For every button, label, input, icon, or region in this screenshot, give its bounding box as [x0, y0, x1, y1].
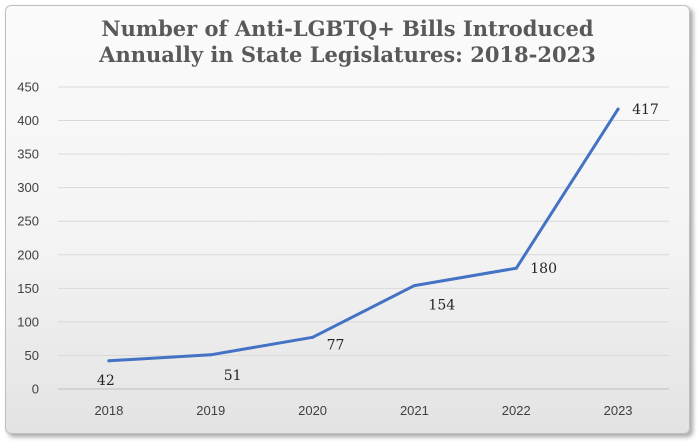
- data-point-2020: [311, 335, 315, 339]
- x-tick-label-2022: 2022: [502, 403, 531, 418]
- chart-frame: Number of Anti-LGBTQ+ Bills Introduced A…: [5, 5, 690, 434]
- x-tick-label-2020: 2020: [298, 403, 327, 418]
- x-tick-label-2023: 2023: [604, 403, 633, 418]
- data-label-2020: 77: [327, 337, 345, 353]
- chart-title-line-1: Number of Anti-LGBTQ+ Bills Introduced: [101, 16, 594, 41]
- data-labels: 42 51 77 154 180 417: [97, 102, 659, 389]
- data-point-2019: [209, 353, 213, 357]
- data-point-2023: [616, 107, 620, 111]
- y-tick-label-450: 450: [17, 80, 39, 95]
- data-point-2021: [412, 284, 416, 288]
- y-tick-label-0: 0: [32, 382, 39, 397]
- data-point-2018: [107, 359, 111, 363]
- x-tick-label-2018: 2018: [94, 403, 123, 418]
- series-line: [107, 107, 620, 363]
- x-axis-ticks: 2018 2019 2020 2021 2022 2023: [94, 403, 632, 418]
- data-label-2022: 180: [530, 261, 557, 277]
- data-point-2022: [514, 266, 518, 270]
- data-label-2021: 154: [428, 298, 455, 314]
- x-tick-label-2021: 2021: [400, 403, 429, 418]
- y-tick-label-100: 100: [17, 314, 39, 329]
- data-label-2019: 51: [224, 368, 242, 384]
- y-tick-label-300: 300: [17, 180, 39, 195]
- y-tick-label-250: 250: [17, 214, 39, 229]
- line-chart: 0 50 100 150 200 250 300 350 400 450 2018 2019 2020…: [17, 80, 669, 418]
- x-tick-label-2019: 2019: [196, 403, 225, 418]
- y-axis-ticks: 0 50 100 150 200 250 300 350 400 450: [17, 80, 39, 397]
- y-tick-label-150: 150: [17, 281, 39, 296]
- data-label-2023: 417: [632, 102, 659, 118]
- y-tick-label-400: 400: [17, 113, 39, 128]
- chart-title-line-2: Annually in State Legislatures: 2018-202…: [99, 42, 596, 67]
- y-tick-label-200: 200: [17, 247, 39, 262]
- y-tick-label-50: 50: [25, 348, 39, 363]
- series: [107, 107, 620, 363]
- data-label-2018: 42: [97, 373, 115, 389]
- gridlines: [58, 86, 669, 390]
- y-tick-label-350: 350: [17, 147, 39, 162]
- chart-title: Number of Anti-LGBTQ+ Bills Introduced A…: [6, 16, 689, 68]
